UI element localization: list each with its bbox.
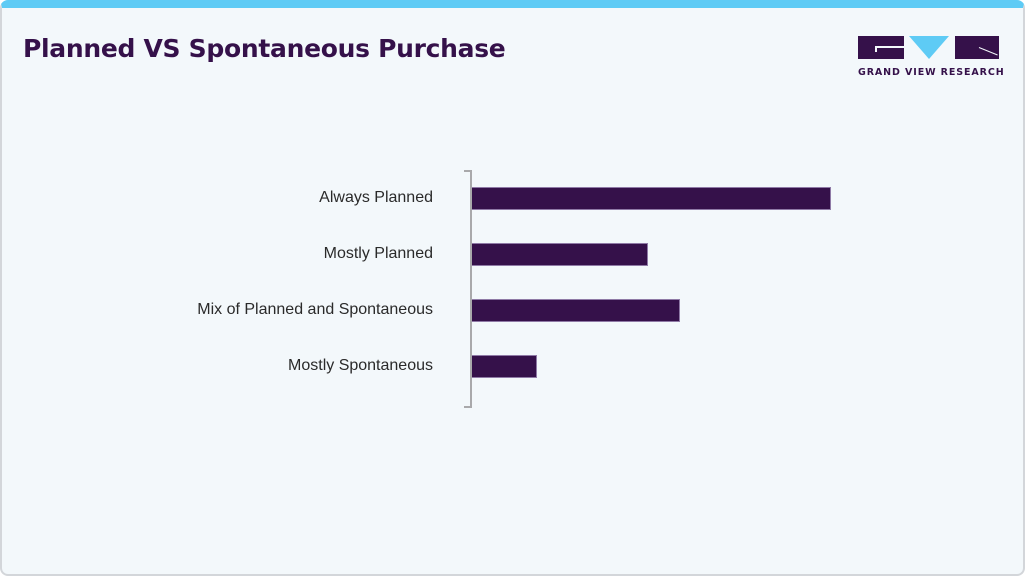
bar-row: Mostly Planned bbox=[0, 242, 1000, 266]
category-label: Mostly Spontaneous bbox=[288, 357, 433, 374]
bar bbox=[472, 299, 680, 322]
logo-v-triangle-icon bbox=[909, 36, 949, 59]
y-axis-tick-bottom bbox=[464, 406, 471, 408]
bar bbox=[472, 243, 648, 266]
logo-text: GRAND VIEW RESEARCH bbox=[858, 67, 1005, 78]
category-label: Always Planned bbox=[319, 189, 433, 206]
bar bbox=[472, 355, 537, 378]
category-label: Mostly Planned bbox=[323, 245, 433, 262]
grand-view-research-logo: GRAND VIEW RESEARCH bbox=[858, 36, 1004, 80]
y-axis-line bbox=[470, 170, 472, 408]
bar bbox=[472, 187, 831, 210]
logo-r-block-icon bbox=[955, 36, 999, 59]
y-axis-tick-top bbox=[464, 170, 471, 172]
bar-row: Always Planned bbox=[0, 186, 1000, 210]
bar-row: Mostly Spontaneous bbox=[0, 354, 1000, 378]
chart-title: Planned VS Spontaneous Purchase bbox=[23, 34, 506, 63]
bar-row: Mix of Planned and Spontaneous bbox=[0, 298, 1000, 322]
logo-g-block-icon bbox=[858, 36, 904, 59]
category-label: Mix of Planned and Spontaneous bbox=[197, 301, 433, 318]
